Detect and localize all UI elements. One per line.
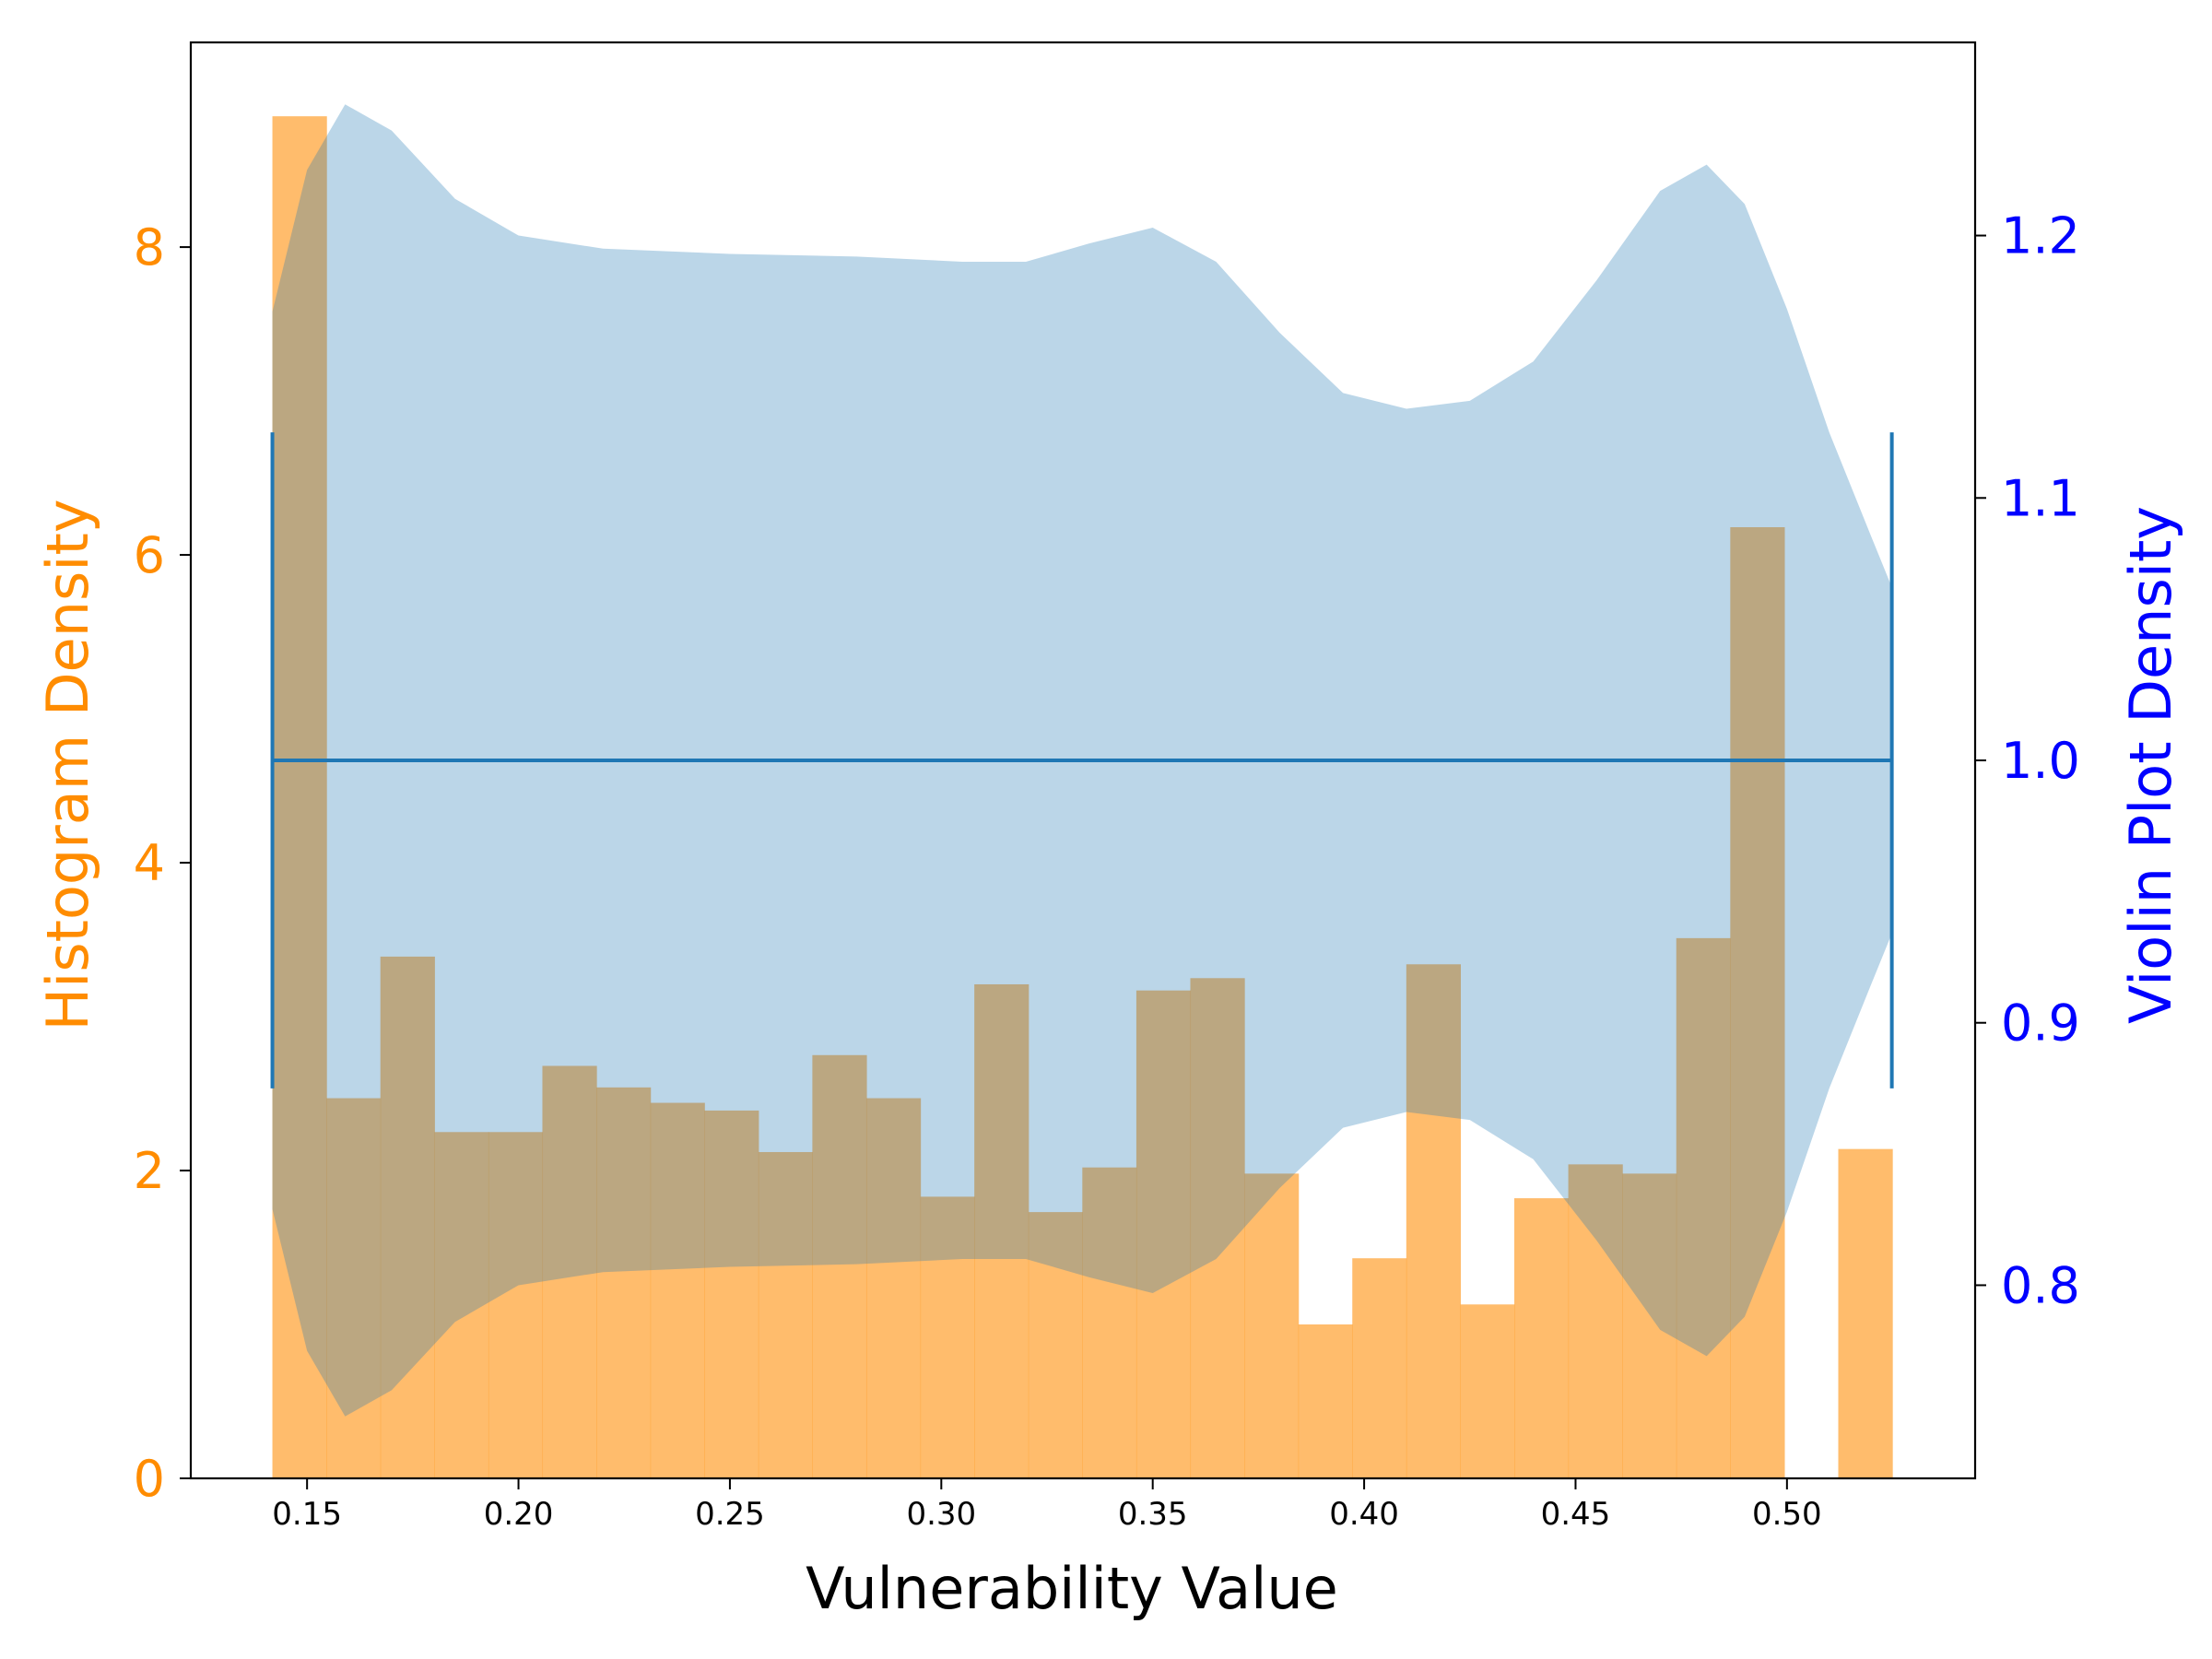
left-y-tick-label: 6 [134,526,165,584]
right-y-tick-label: 1.2 [2001,207,2080,265]
histogram-bar [1298,1324,1353,1478]
histogram-bar [1730,527,1785,1478]
histogram-bar [596,1087,652,1478]
histogram-bar [1622,1173,1677,1478]
x-tick-label: 0.25 [695,1496,765,1533]
histogram-bar [1135,990,1192,1478]
left-y-tick-label: 4 [134,834,165,892]
right-y-tick-label: 1.1 [2001,469,2080,527]
histogram-bar [1676,937,1731,1478]
histogram-bar [326,1098,382,1478]
left-y-tick-label: 2 [134,1142,165,1200]
histogram-bar [434,1132,489,1478]
histogram-bar [1352,1258,1407,1478]
right-y-tick-label: 0.8 [2001,1256,2080,1314]
x-tick-label: 0.40 [1329,1496,1399,1533]
right-y-axis-label: Violin Plot Density [2117,506,2184,1024]
x-tick-label: 0.20 [484,1496,554,1533]
histogram-bar [812,1054,867,1478]
histogram-bar [1406,964,1461,1478]
histogram-bar [1082,1167,1137,1478]
x-tick-label: 0.45 [1541,1496,1611,1533]
histogram-bar [380,956,435,1478]
histogram-bar [974,983,1030,1478]
right-y-tick-label: 0.9 [2001,994,2080,1053]
histogram-bar [1513,1198,1570,1478]
histogram-bar [865,1098,922,1478]
x-tick-label: 0.35 [1118,1496,1188,1533]
histogram-bar [1838,1148,1893,1478]
x-tick-label: 0.30 [906,1496,976,1533]
histogram-bar [1568,1164,1623,1478]
histogram-layer [272,116,1893,1478]
left-y-tick-label: 8 [134,218,165,276]
axes-layer: 0.15 0.20 0.25 0.30 0.35 0.40 0.45 0.50 0 2 4 6 8 0.8… [134,41,2080,1533]
histogram-bar [704,1110,759,1478]
histogram-bar [488,1132,544,1478]
right-y-tick-label: 1.0 [2001,732,2080,790]
x-tick-label: 0.15 [272,1496,342,1533]
left-y-tick-label: 0 [134,1450,165,1508]
left-y-axis-label: Histogram Density [34,499,101,1030]
histogram-bar [1460,1304,1515,1478]
histogram-bar [1028,1212,1083,1478]
x-axis-label: Vulnerability Value [806,1555,1338,1622]
histogram-bar [1190,978,1245,1478]
histogram-bar [1244,1173,1300,1478]
histogram-bar [920,1196,975,1478]
x-tick-label: 0.50 [1752,1496,1822,1533]
histogram-bar [542,1065,597,1478]
violin-layer [270,104,1894,1417]
histogram-bar [758,1151,813,1478]
histogram-bar [272,116,327,1478]
histogram-bar [650,1102,705,1478]
